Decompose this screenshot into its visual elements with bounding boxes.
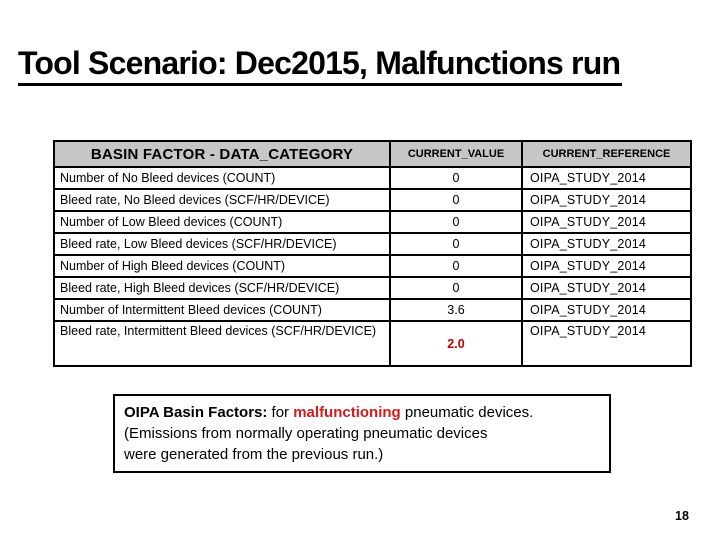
- category-cell: Bleed rate, High Bleed devices (SCF/HR/D…: [53, 276, 391, 300]
- table-row: Number of Low Bleed devices (COUNT) 0 OI…: [53, 210, 692, 234]
- note-text: for: [267, 404, 294, 421]
- table-row: Bleed rate, Low Bleed devices (SCF/HR/DE…: [53, 232, 692, 256]
- note-box: OIPA Basin Factors: for malfunctioning p…: [113, 394, 611, 473]
- value-cell: 0: [389, 166, 523, 190]
- column-header-current-reference: CURRENT_REFERENCE: [521, 140, 692, 168]
- value-cell: 0: [389, 210, 523, 234]
- category-cell: Number of Intermittent Bleed devices (CO…: [53, 298, 391, 322]
- column-header-category: BASIN FACTOR - DATA_CATEGORY: [53, 140, 391, 168]
- category-cell: Number of High Bleed devices (COUNT): [53, 254, 391, 278]
- table-row: Number of High Bleed devices (COUNT) 0 O…: [53, 254, 692, 278]
- category-cell: Bleed rate, Low Bleed devices (SCF/HR/DE…: [53, 232, 391, 256]
- reference-cell: OIPA_STUDY_2014: [521, 210, 692, 234]
- reference-cell: OIPA_STUDY_2014: [521, 232, 692, 256]
- note-text: were generated from the previous run.): [124, 446, 384, 463]
- column-header-current-value: CURRENT_VALUE: [389, 140, 523, 168]
- category-cell: Bleed rate, Intermittent Bleed devices (…: [53, 320, 391, 367]
- value-cell: 0: [389, 276, 523, 300]
- note-text: pneumatic devices.: [400, 404, 534, 421]
- page-title: Tool Scenario: Dec2015, Malfunctions run: [18, 47, 623, 86]
- table-row: Number of Intermittent Bleed devices (CO…: [53, 298, 692, 322]
- category-cell: Bleed rate, No Bleed devices (SCF/HR/DEV…: [53, 188, 391, 212]
- category-cell: Number of Low Bleed devices (COUNT): [53, 210, 391, 234]
- table-row: Number of No Bleed devices (COUNT) 0 OIP…: [53, 166, 692, 190]
- table-row: Bleed rate, High Bleed devices (SCF/HR/D…: [53, 276, 692, 300]
- reference-cell: OIPA_STUDY_2014: [521, 298, 692, 322]
- reference-cell: OIPA_STUDY_2014: [521, 188, 692, 212]
- value-cell-highlighted: 2.0: [389, 320, 523, 367]
- reference-cell: OIPA_STUDY_2014: [521, 276, 692, 300]
- reference-cell: OIPA_STUDY_2014: [521, 166, 692, 190]
- table-header-row: BASIN FACTOR - DATA_CATEGORY CURRENT_VAL…: [53, 140, 692, 168]
- basin-factors-table: BASIN FACTOR - DATA_CATEGORY CURRENT_VAL…: [53, 140, 692, 367]
- value-cell: 3.6: [389, 298, 523, 322]
- value-cell: 0: [389, 232, 523, 256]
- table-row: Bleed rate, No Bleed devices (SCF/HR/DEV…: [53, 188, 692, 212]
- category-cell: Number of No Bleed devices (COUNT): [53, 166, 391, 190]
- page-number: 18: [675, 509, 689, 523]
- note-intro: OIPA Basin Factors:: [124, 404, 268, 421]
- note-highlight-word: malfunctioning: [293, 404, 401, 421]
- reference-cell: OIPA_STUDY_2014: [521, 254, 692, 278]
- value-cell: 0: [389, 254, 523, 278]
- note-text: (Emissions from normally operating pneum…: [124, 425, 488, 442]
- table-row: Bleed rate, Intermittent Bleed devices (…: [53, 320, 692, 367]
- reference-cell: OIPA_STUDY_2014: [521, 320, 692, 367]
- value-cell: 0: [389, 188, 523, 212]
